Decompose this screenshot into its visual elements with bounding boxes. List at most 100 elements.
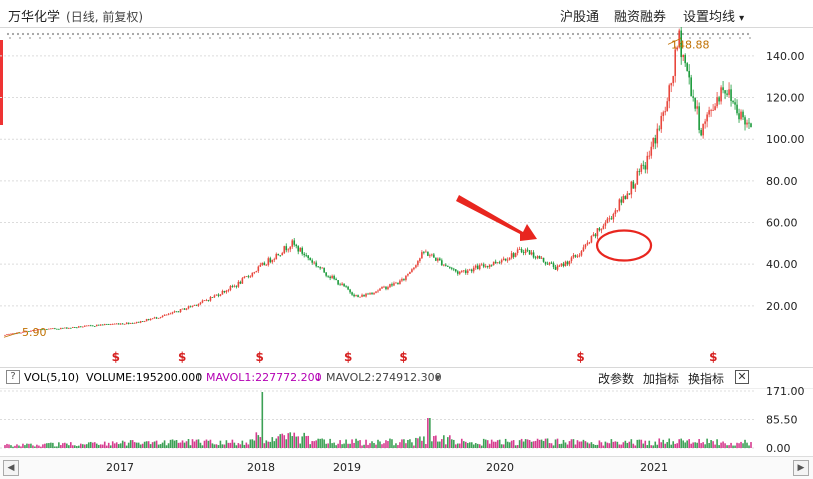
volume-bar xyxy=(369,443,371,448)
candle-body xyxy=(445,264,447,266)
dot-marker xyxy=(379,37,381,39)
dot-marker xyxy=(221,32,225,36)
add-indicator-button[interactable]: 加指标 xyxy=(643,372,680,386)
candle-body xyxy=(231,286,234,287)
down-arrow-icon: ↓ xyxy=(314,371,324,384)
chevron-down-icon[interactable]: ▾ xyxy=(435,371,441,384)
dot-marker xyxy=(329,37,331,39)
dot-marker xyxy=(9,37,11,39)
volume-bar xyxy=(447,437,449,448)
volume-bar xyxy=(107,442,110,448)
candle-body xyxy=(22,331,24,333)
dot-marker xyxy=(129,37,131,39)
volume-bar xyxy=(652,445,655,448)
margin-trading-button[interactable]: 融资融券 xyxy=(614,10,667,25)
candle-body xyxy=(460,270,463,272)
volume-bar xyxy=(317,438,319,448)
volume-bar xyxy=(44,443,46,448)
dot-marker xyxy=(701,32,705,36)
price-chart[interactable]: 20.00 40.00 60.00 80.00 100.00 120.00 140.00 $… xyxy=(0,27,813,367)
change-params-button[interactable]: 改参数 xyxy=(598,372,635,386)
volume-bars xyxy=(4,392,752,448)
help-icon[interactable]: ? xyxy=(6,370,20,384)
dot-marker xyxy=(626,32,630,36)
candle-body xyxy=(439,258,441,261)
volume-bar xyxy=(654,441,657,448)
volume-bar xyxy=(610,439,613,448)
volume-bar xyxy=(345,439,347,448)
volume-chart[interactable]: 171.00 85.50 0.00 xyxy=(0,387,813,456)
max-pointer xyxy=(667,38,682,45)
volume-bar xyxy=(602,445,605,448)
volume-bar xyxy=(532,441,535,448)
dot-marker xyxy=(739,37,741,39)
dot-marker xyxy=(466,32,470,36)
dot-marker xyxy=(189,37,191,39)
candle-body xyxy=(253,272,256,273)
candle-body xyxy=(447,265,449,267)
volume-bar xyxy=(42,444,44,448)
up-arrow-icon: ↑ xyxy=(194,371,204,384)
dot-marker xyxy=(541,32,545,36)
candle-body xyxy=(518,249,521,250)
candle-body xyxy=(181,308,184,310)
volume-bar xyxy=(28,443,30,448)
set-ma-button[interactable]: 设置均线 ▾ xyxy=(683,6,744,25)
switch-indicator-button[interactable]: 换指标 xyxy=(688,372,725,386)
candle-body xyxy=(690,77,692,97)
candle-body xyxy=(562,263,565,267)
volume-bar xyxy=(281,433,284,448)
volume-bar xyxy=(405,443,407,448)
volume-bar xyxy=(239,444,242,448)
candle-body xyxy=(123,323,126,325)
candle-body xyxy=(594,234,597,237)
candle-body xyxy=(50,328,52,330)
volume-bar xyxy=(70,442,72,448)
candle-body xyxy=(417,261,419,266)
candle-body xyxy=(56,328,58,330)
volume-bar xyxy=(103,441,106,448)
volume-bar xyxy=(225,440,228,448)
dot-marker xyxy=(476,32,480,36)
candle-body xyxy=(452,268,455,270)
y-tick-label: 171.00 xyxy=(766,387,805,398)
candle-body xyxy=(349,289,351,293)
volume-bar xyxy=(674,443,677,448)
volume-bar xyxy=(526,439,529,448)
close-icon[interactable]: ✕ xyxy=(735,370,749,384)
dot-marker xyxy=(711,32,715,36)
scroll-left-icon[interactable]: ◀ xyxy=(3,460,19,476)
dot-marker xyxy=(706,32,710,36)
volume-bar xyxy=(321,438,323,448)
scroll-right-icon[interactable]: ▶ xyxy=(793,460,809,476)
candle-body xyxy=(327,275,329,277)
volume-bar xyxy=(700,443,702,448)
dot-marker xyxy=(376,32,380,36)
volume-bar xyxy=(632,443,635,448)
volume-bar xyxy=(62,443,64,448)
volume-bar xyxy=(530,441,533,448)
volume-bar xyxy=(704,444,706,448)
volume-bar xyxy=(291,436,294,448)
candle-body xyxy=(415,265,417,268)
volume-bar xyxy=(698,439,700,448)
candle-body xyxy=(74,327,76,328)
dot-marker xyxy=(179,37,181,39)
hgt-button[interactable]: 沪股通 xyxy=(560,10,600,25)
volume-bar xyxy=(512,440,515,448)
volume-bar xyxy=(600,442,603,448)
candle-body xyxy=(451,267,453,269)
candle-body xyxy=(229,286,232,291)
candle-body xyxy=(353,294,355,297)
volume-bar xyxy=(209,439,212,448)
volume-bar xyxy=(177,442,180,448)
candle-body xyxy=(217,294,220,296)
min-pointer xyxy=(3,331,21,338)
dot-marker xyxy=(306,32,310,36)
candle-body xyxy=(734,102,736,105)
volume-bar xyxy=(470,442,473,448)
volume-bar xyxy=(6,443,8,448)
dot-marker xyxy=(49,37,51,39)
candle-body xyxy=(257,266,260,272)
dot-marker xyxy=(606,32,610,36)
